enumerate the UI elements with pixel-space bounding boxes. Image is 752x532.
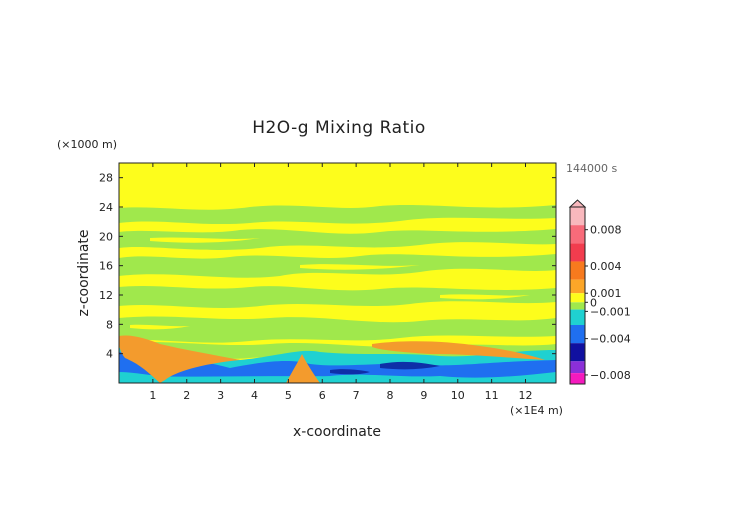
x-tick-label: 8 bbox=[387, 389, 394, 402]
green-band-24km bbox=[119, 205, 556, 225]
yellow-interior-group bbox=[130, 237, 530, 330]
x-tick-label: 10 bbox=[451, 389, 465, 402]
colorbar-frame bbox=[569, 206, 586, 385]
colorbar-tick-label: 0.008 bbox=[590, 224, 622, 237]
colorbar-top-arrow bbox=[568, 199, 587, 208]
y-tick-label: 20 bbox=[99, 230, 113, 243]
cyan-bottom-strip bbox=[119, 376, 556, 383]
plot-frame bbox=[118, 162, 557, 384]
colorbar-segment bbox=[570, 309, 585, 325]
x-unit-label: (×1E4 m) bbox=[510, 404, 563, 417]
colorbar-segment bbox=[570, 293, 585, 303]
colorbar-segment bbox=[570, 261, 585, 280]
chart-title: H2O-g Mixing Ratio bbox=[252, 118, 426, 138]
x-tick-label: 1 bbox=[149, 389, 156, 402]
y-axis-label: z-coordinate bbox=[76, 229, 92, 316]
yellow-interior-3 bbox=[440, 294, 530, 300]
green-band-12km bbox=[119, 285, 556, 308]
x-tick-label: 5 bbox=[285, 389, 292, 402]
colorbar-segment bbox=[570, 361, 585, 374]
low-layer-group bbox=[119, 348, 556, 383]
colorbar-tick-label: −0.004 bbox=[590, 333, 631, 346]
x-tick-label: 6 bbox=[319, 389, 326, 402]
colorbar-segment bbox=[570, 373, 585, 384]
y-tick-label: 24 bbox=[99, 201, 113, 214]
colorbar-segment bbox=[570, 343, 585, 362]
y-tick-label: 8 bbox=[106, 318, 113, 331]
colorbar-tick-label: −0.001 bbox=[590, 305, 631, 318]
yellow-interior-1 bbox=[150, 237, 260, 243]
colorbar-segment bbox=[570, 243, 585, 262]
orange-patch-left bbox=[119, 335, 240, 383]
x-tick-label: 4 bbox=[251, 389, 258, 402]
colorbar-segment bbox=[570, 225, 585, 244]
colorbar-tick-label: 0.004 bbox=[590, 260, 622, 273]
navy-core-1 bbox=[380, 361, 440, 370]
x-tick-label: 9 bbox=[420, 389, 427, 402]
colorbar-segment bbox=[570, 207, 585, 226]
time-label: 144000 s bbox=[566, 162, 617, 175]
blue-low-layer bbox=[119, 352, 556, 379]
y-tick-label: 16 bbox=[99, 260, 113, 273]
x-axis-label: x-coordinate bbox=[293, 424, 381, 440]
colorbar-tick-label: 0.001 bbox=[590, 287, 622, 300]
x-tick-label: 11 bbox=[485, 389, 499, 402]
navy-core-2 bbox=[330, 369, 370, 375]
colorbar-segment bbox=[570, 279, 585, 294]
orange-patch-center bbox=[286, 354, 320, 383]
y-tick-label: 4 bbox=[106, 348, 113, 361]
yellow-interior-4 bbox=[130, 324, 190, 330]
colorbar-tick-label: −0.008 bbox=[590, 369, 631, 382]
heatmap-plot-area bbox=[119, 163, 556, 383]
green-band-20km bbox=[119, 229, 556, 250]
orange-patch-right bbox=[372, 341, 545, 360]
x-tick-label: 2 bbox=[183, 389, 190, 402]
x-tick-label: 3 bbox=[217, 389, 224, 402]
y-tick-label: 28 bbox=[99, 172, 113, 185]
green-region-group bbox=[119, 205, 556, 361]
colorbar-tick-label: 0 bbox=[590, 296, 597, 309]
orange-region-group bbox=[119, 335, 545, 383]
y-tick-label: 12 bbox=[99, 289, 113, 302]
x-tick-label: 7 bbox=[353, 389, 360, 402]
yellow-interior-2 bbox=[300, 264, 420, 270]
x-tick-label: 12 bbox=[519, 389, 533, 402]
colorbar-segment bbox=[570, 302, 585, 310]
colorbar-segment bbox=[570, 325, 585, 344]
y-unit-label: (×1000 m) bbox=[57, 138, 117, 151]
green-band-8km bbox=[119, 316, 556, 343]
